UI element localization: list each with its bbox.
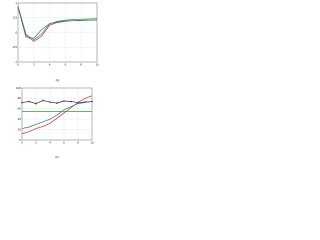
plot-frame [21,87,93,141]
caption: (b) [55,155,59,159]
y-tick-label: 0 [19,138,21,142]
series-line [21,95,93,135]
y-tick-label: -0.5 [12,45,18,49]
point [70,100,72,103]
y-tick-label: 100 [16,86,21,90]
x-tick-label: 8 [80,62,82,66]
point [28,100,30,103]
y-tick-label: 1 [15,1,17,5]
y-tick-label: 20 [18,127,22,131]
x-tick-label: 10 [90,140,94,144]
x-tick-label: 10 [95,62,99,66]
x-tick-label: 4 [49,140,51,144]
point [35,102,37,105]
point [21,101,23,104]
y-tick-label: 0 [15,30,17,34]
series-line [21,101,93,129]
point [63,100,65,102]
plot-frame [17,2,98,63]
x-tick-label: 2 [33,62,35,66]
caption: (a) [56,78,60,82]
x-tick-label: 0 [21,140,23,144]
x-tick-label: 6 [63,140,65,144]
y-tick-label: 60 [18,107,22,111]
x-tick-label: 6 [65,62,67,66]
y-tick-label: 40 [18,117,22,121]
series-line [17,7,97,39]
series-line [17,6,97,42]
x-tick-label: 8 [77,140,79,144]
y-tick-label: 80 [18,96,22,100]
x-tick-label: 4 [49,62,51,66]
y-tick-label: 0.5 [13,16,18,20]
point [42,99,44,102]
point [56,102,58,104]
x-tick-label: 0 [17,62,19,66]
point [49,101,51,103]
x-tick-label: 2 [35,140,37,144]
y-tick-label: -1 [14,60,17,64]
series-line [17,5,98,41]
